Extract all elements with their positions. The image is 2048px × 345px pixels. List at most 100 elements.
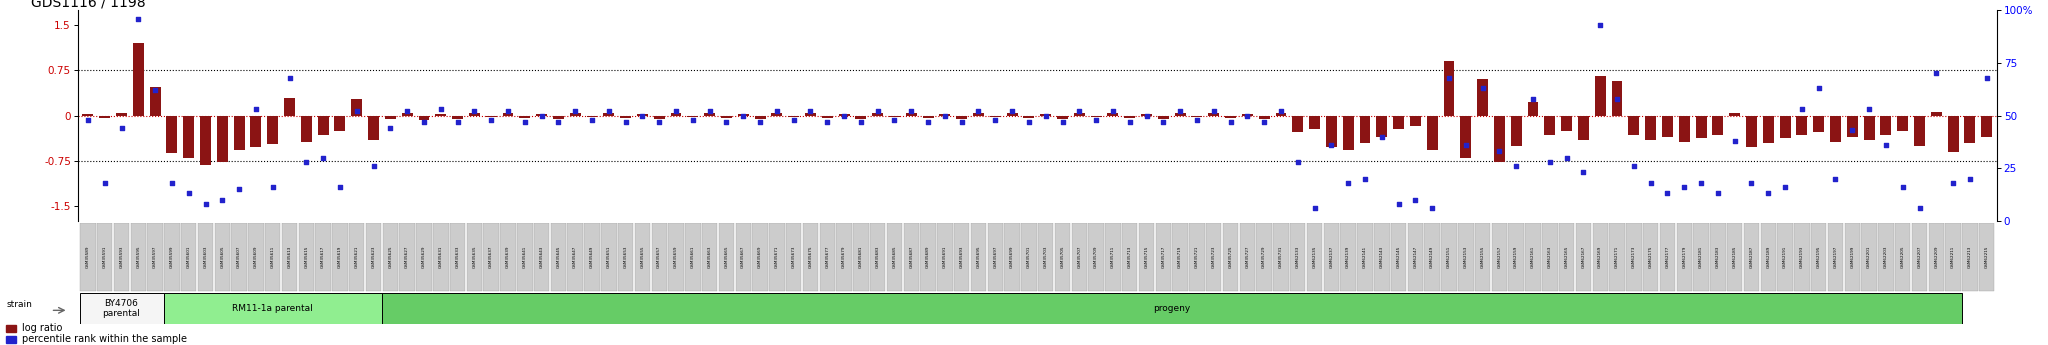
Point: [508, 119, 541, 125]
Point: [559, 109, 592, 114]
Point: [1399, 197, 1432, 203]
Text: GSM35673: GSM35673: [793, 246, 797, 268]
Point: [711, 119, 743, 125]
Bar: [635, 223, 649, 291]
Text: GSM62207: GSM62207: [1917, 246, 1921, 268]
Bar: [535, 223, 549, 291]
Text: GSM62149: GSM62149: [1430, 246, 1434, 268]
Bar: [872, 113, 883, 116]
Point: [1180, 117, 1212, 122]
Text: GDS1116 / 1198: GDS1116 / 1198: [31, 0, 145, 9]
Bar: [1190, 223, 1204, 291]
Point: [1163, 109, 1196, 114]
Point: [172, 191, 205, 196]
Bar: [788, 116, 799, 117]
Point: [1079, 117, 1112, 122]
Point: [1819, 176, 1851, 181]
Point: [1331, 180, 1364, 186]
Bar: [166, 116, 178, 153]
Point: [1751, 191, 1784, 196]
Text: log ratio: log ratio: [23, 323, 61, 333]
Bar: [1780, 116, 1790, 138]
Bar: [1978, 223, 1995, 291]
Bar: [924, 116, 934, 118]
Point: [1583, 22, 1616, 28]
Text: GSM62195: GSM62195: [1817, 246, 1821, 268]
Text: GSM35615: GSM35615: [305, 246, 309, 268]
Bar: [385, 116, 395, 119]
Bar: [1509, 223, 1524, 291]
Bar: [604, 112, 614, 116]
Text: GSM62145: GSM62145: [1397, 246, 1401, 268]
Point: [676, 117, 709, 122]
Bar: [973, 113, 983, 116]
Point: [123, 16, 156, 21]
Text: GSM62199: GSM62199: [1849, 246, 1853, 268]
Text: GSM35643: GSM35643: [539, 246, 543, 268]
Text: GSM35667: GSM35667: [741, 246, 745, 268]
Point: [1550, 155, 1583, 160]
Point: [72, 117, 104, 122]
Text: GSM35591: GSM35591: [102, 246, 106, 268]
Text: GSM35683: GSM35683: [877, 246, 881, 268]
Text: GSM62159: GSM62159: [1513, 246, 1518, 268]
Text: GSM35653: GSM35653: [625, 246, 627, 268]
Point: [1096, 109, 1128, 114]
Bar: [369, 116, 379, 140]
Point: [1348, 176, 1380, 181]
Bar: [1645, 116, 1657, 140]
Bar: [1073, 113, 1085, 116]
Bar: [1743, 223, 1759, 291]
Text: GSM35605: GSM35605: [221, 246, 225, 268]
Bar: [416, 223, 432, 291]
Point: [1769, 184, 1802, 190]
Bar: [453, 116, 463, 119]
Point: [895, 109, 928, 114]
Bar: [1511, 116, 1522, 146]
Bar: [250, 116, 262, 147]
Bar: [1343, 116, 1354, 150]
Bar: [1106, 223, 1120, 291]
Point: [1499, 163, 1532, 169]
Bar: [1040, 114, 1051, 116]
Bar: [1831, 116, 1841, 142]
Bar: [80, 223, 96, 291]
Bar: [1004, 223, 1020, 291]
Bar: [315, 223, 332, 291]
Bar: [1309, 116, 1321, 129]
Point: [1114, 119, 1147, 125]
Point: [844, 119, 877, 125]
Text: GSM35697: GSM35697: [993, 246, 997, 268]
Point: [1130, 113, 1163, 118]
Bar: [164, 223, 180, 291]
Bar: [1612, 81, 1622, 116]
Bar: [1087, 223, 1104, 291]
Bar: [1290, 223, 1305, 291]
Text: progeny: progeny: [1153, 304, 1190, 313]
Point: [272, 75, 305, 80]
Point: [492, 109, 524, 114]
Point: [643, 119, 676, 125]
Bar: [231, 223, 248, 291]
Bar: [1307, 223, 1323, 291]
Bar: [1157, 116, 1169, 119]
Point: [928, 113, 961, 118]
Bar: [1391, 223, 1407, 291]
Bar: [317, 116, 328, 135]
Bar: [299, 223, 313, 291]
Bar: [688, 116, 698, 117]
Bar: [1796, 116, 1806, 135]
Point: [307, 155, 340, 160]
Point: [1835, 128, 1868, 133]
Text: GSM35665: GSM35665: [725, 246, 729, 268]
Bar: [1444, 61, 1454, 116]
Text: GSM35635: GSM35635: [473, 246, 477, 268]
Bar: [150, 87, 160, 116]
Text: GSM62213: GSM62213: [1968, 246, 1972, 268]
Bar: [401, 113, 412, 116]
Point: [778, 117, 811, 122]
Point: [811, 119, 844, 125]
Text: RM11-1a parental: RM11-1a parental: [231, 304, 313, 313]
Bar: [567, 223, 584, 291]
Bar: [147, 223, 164, 291]
